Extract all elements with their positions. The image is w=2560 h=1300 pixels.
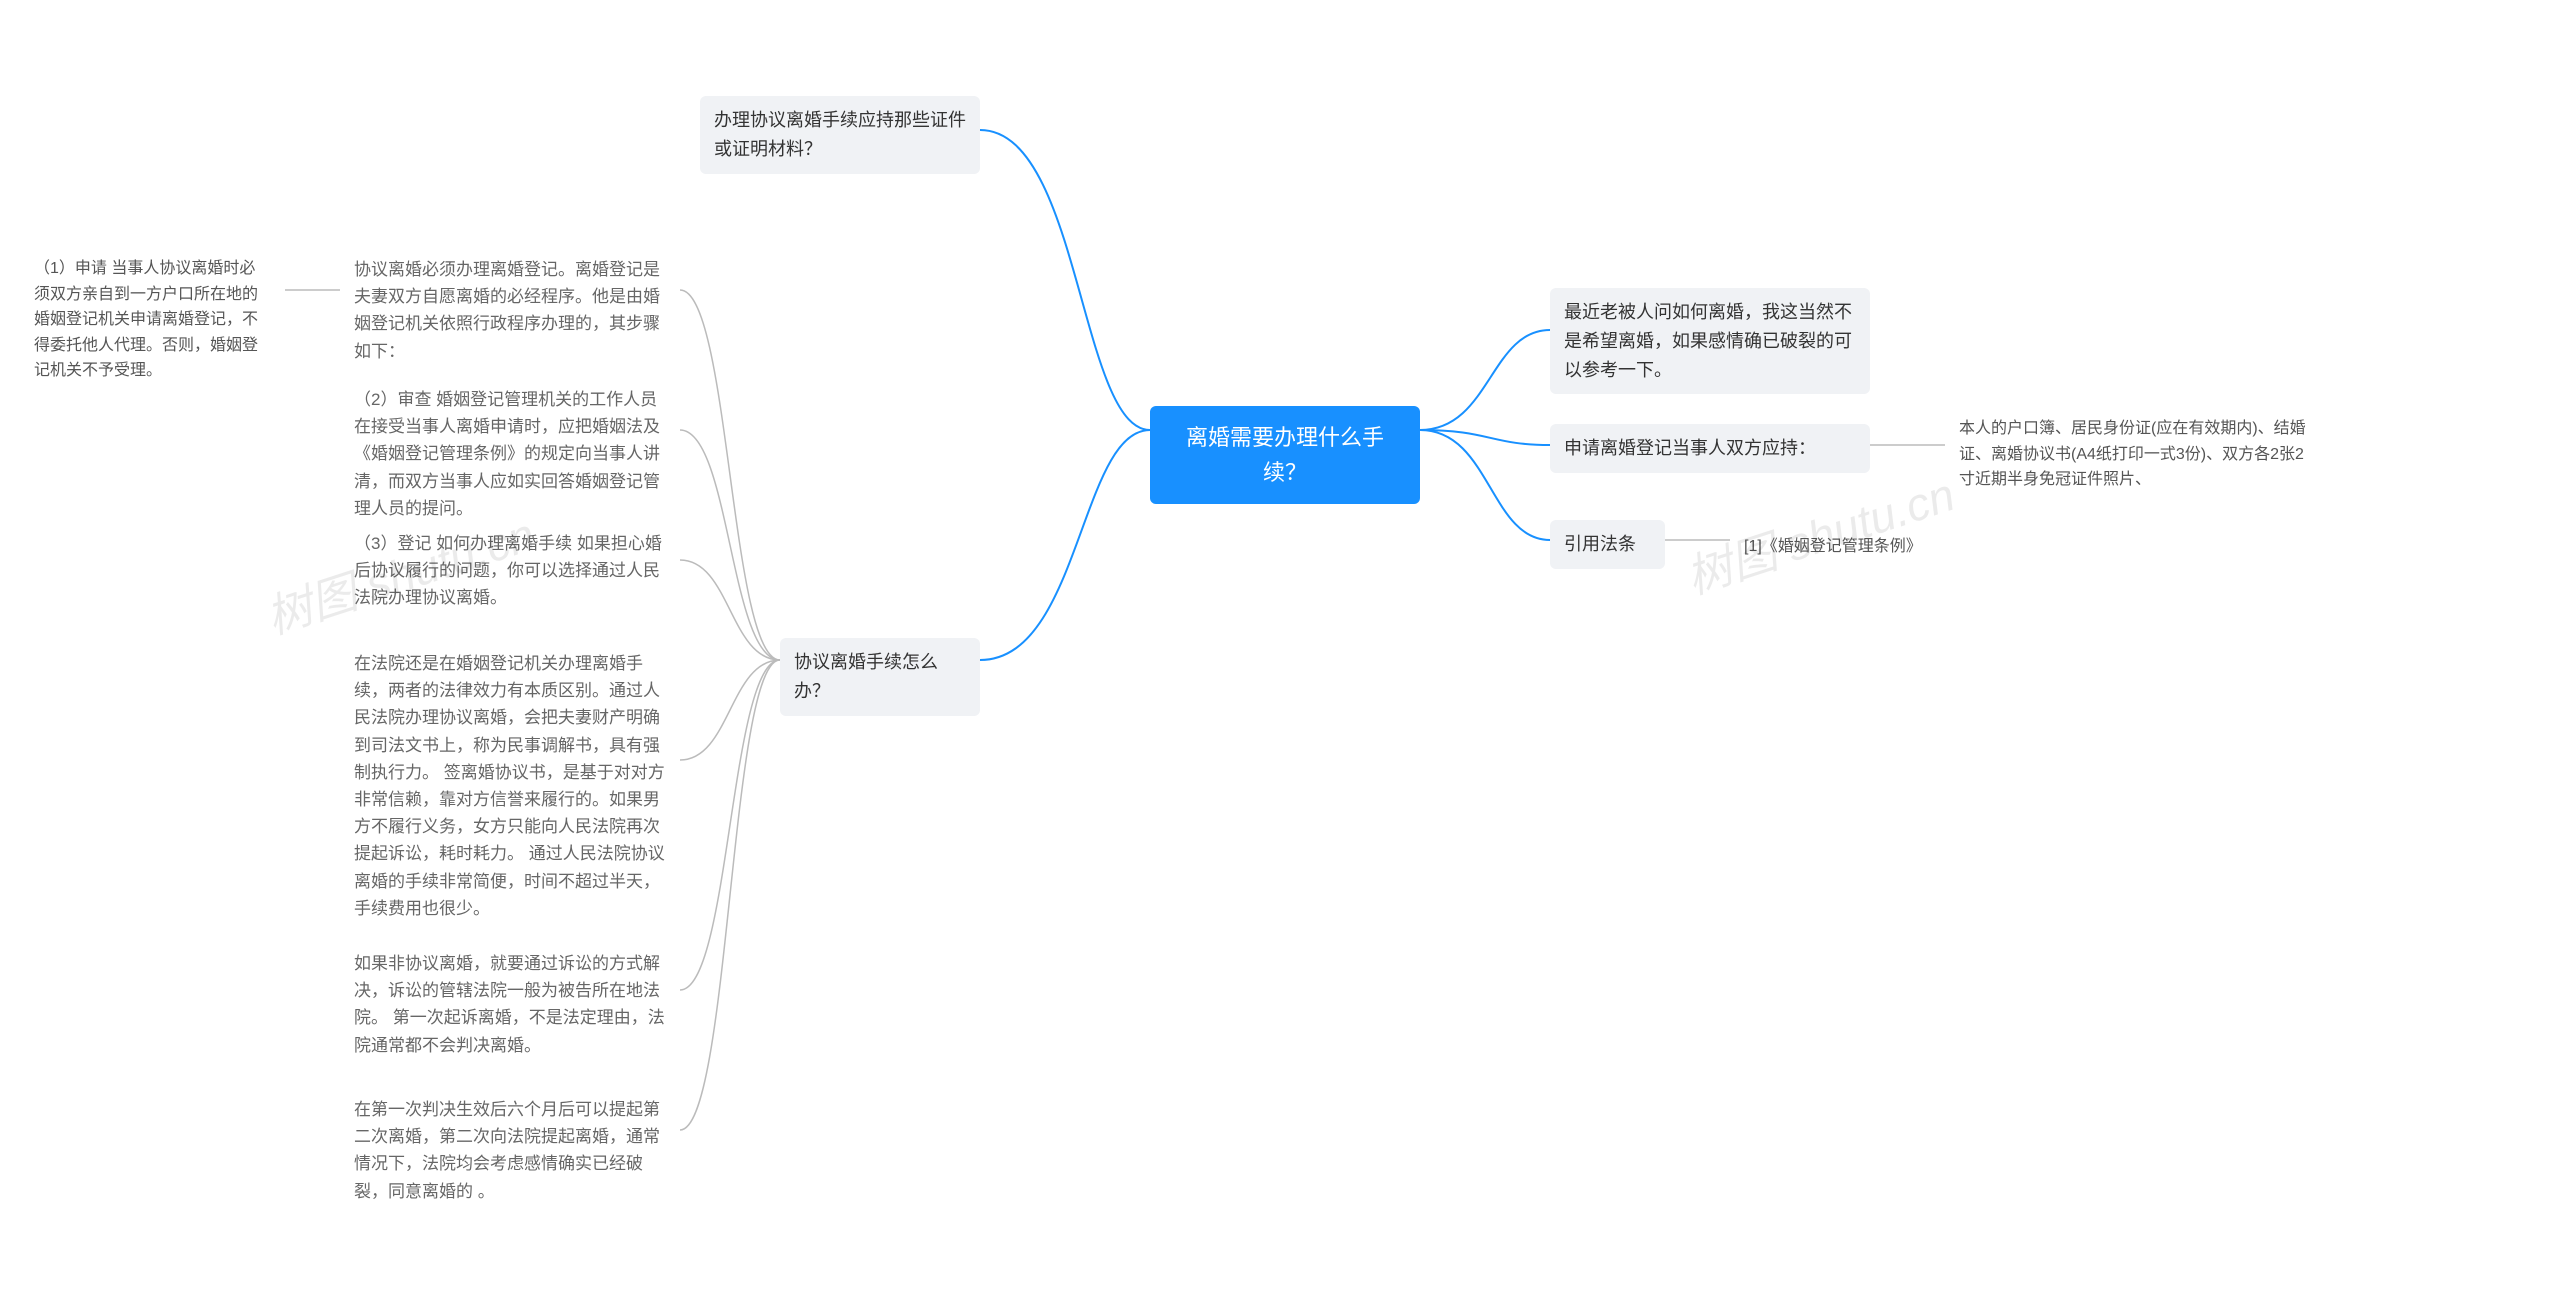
left-q2-c1-child: （1）申请 当事人协议离婚时必须双方亲自到一方户口所在地的婚姻登记机关申请离婚登… [20,246,285,394]
conn-q2-c2 [680,430,780,660]
left-q2: 协议离婚手续怎么办？ [780,638,980,716]
conn-root-right-r1 [1420,330,1550,430]
root-node: 离婚需要办理什么手续？ [1150,406,1420,504]
left-q2-c2: （2）审查 婚姻登记管理机关的工作人员在接受当事人离婚申请时，应把婚姻法及《婚姻… [340,376,680,532]
conn-q2-c5 [680,660,780,990]
conn-root-right-r2 [1420,430,1550,445]
left-q2-c3: （3）登记 如何办理离婚手续 如果担心婚后协议履行的问题，你可以选择通过人民法院… [340,520,680,622]
left-q2-c5: 如果非协议离婚，就要通过诉讼的方式解决，诉讼的管辖法院一般为被告所在地法院。 第… [340,940,680,1069]
conn-root-left-q1 [980,130,1150,430]
right-r3-detail: [1]《婚姻登记管理条例》 [1730,524,1980,570]
left-q2-c4: 在法院还是在婚姻登记机关办理离婚手续，两者的法律效力有本质区别。通过人民法院办理… [340,640,680,932]
conn-root-left-q2 [980,430,1150,660]
conn-root-right-r3 [1420,430,1550,540]
right-r2-detail: 本人的户口簿、居民身份证(应在有效期内)、结婚证、离婚协议书(A4纸打印一式3份… [1945,406,2325,503]
conn-q2-c4 [680,660,780,760]
conn-q2-c6 [680,660,780,1130]
left-q2-c6: 在第一次判决生效后六个月后可以提起第二次离婚，第二次向法院提起离婚，通常情况下，… [340,1086,680,1215]
right-r3: 引用法条 [1550,520,1665,569]
left-q1: 办理协议离婚手续应持那些证件或证明材料？ [700,96,980,174]
conn-q2-c1 [680,290,780,660]
conn-q2-c3 [680,560,780,660]
left-q2-c1: 协议离婚必须办理离婚登记。离婚登记是夫妻双方自愿离婚的必经程序。他是由婚姻登记机… [340,246,680,375]
right-r1: 最近老被人问如何离婚，我这当然不是希望离婚，如果感情确已破裂的可以参考一下。 [1550,288,1870,394]
right-r2: 申请离婚登记当事人双方应持： [1550,424,1870,473]
